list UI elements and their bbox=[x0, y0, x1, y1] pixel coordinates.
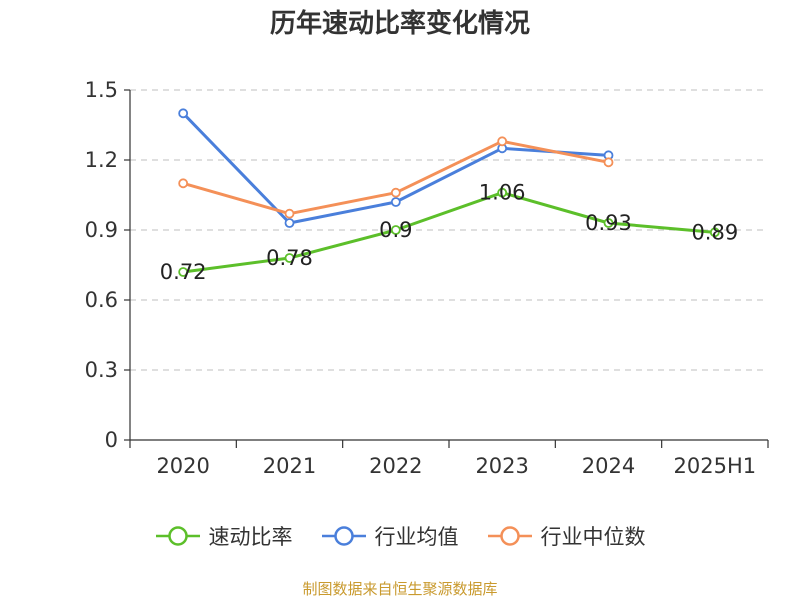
data-label: 1.06 bbox=[479, 181, 526, 205]
legend-label: 速动比率 bbox=[208, 525, 293, 549]
legend-item[interactable]: 速动比率 bbox=[155, 521, 293, 551]
y-tick-label: 0.9 bbox=[85, 218, 118, 242]
legend-circle bbox=[333, 526, 354, 546]
data-point bbox=[497, 187, 508, 198]
data-point bbox=[603, 157, 614, 168]
legend-item[interactable]: 行业中位数 bbox=[487, 521, 646, 551]
source-note: 制图数据来自恒生聚源数据库 bbox=[302, 580, 498, 598]
legend-line-circle-icon bbox=[321, 526, 366, 546]
y-tick-label: 0.6 bbox=[85, 288, 118, 312]
data-point bbox=[284, 208, 295, 219]
data-point bbox=[603, 218, 614, 228]
legend-item[interactable]: 行业均值 bbox=[321, 521, 459, 551]
series-lines bbox=[178, 108, 720, 277]
x-tick-label: 2023 bbox=[475, 454, 528, 478]
series-line bbox=[182, 191, 715, 274]
data-label: 0.93 bbox=[585, 211, 632, 235]
data-point bbox=[178, 267, 189, 277]
y-tick-label: 1.2 bbox=[85, 148, 118, 172]
data-point bbox=[284, 218, 295, 228]
x-tick-label: 2020 bbox=[156, 454, 209, 478]
legend-line-circle-icon bbox=[155, 526, 200, 546]
data-labels: 0.72 0.78 0.9 1.06 0.93 0.89 bbox=[160, 181, 738, 284]
data-label: 0.9 bbox=[379, 218, 412, 242]
data-point bbox=[390, 225, 401, 235]
data-point bbox=[284, 253, 295, 263]
x-tick-label: 2022 bbox=[369, 454, 422, 478]
x-tick-label: 2025H1 bbox=[674, 454, 757, 478]
y-tick-label: 1.5 bbox=[85, 78, 118, 102]
data-point bbox=[497, 136, 508, 147]
x-tick-label: 2021 bbox=[263, 454, 316, 478]
data-point bbox=[390, 187, 401, 198]
legend-circle bbox=[499, 526, 520, 546]
chart-title: 历年速动比率变化情况 bbox=[269, 9, 530, 39]
legend: 速动比率 行业均值 行业中位数 bbox=[0, 518, 800, 554]
legend-circle bbox=[167, 526, 188, 546]
legend-label: 行业均值 bbox=[374, 525, 459, 549]
x-tick-label: 2024 bbox=[582, 454, 635, 478]
axes: 0 0.3 0.6 0.9 1.2 1.5 2020 2021 2022 2023 2024 2025… bbox=[85, 78, 769, 478]
data-point bbox=[709, 227, 720, 238]
grid-lines bbox=[130, 89, 768, 371]
legend-label: 行业中位数 bbox=[540, 525, 646, 549]
data-label: 0.89 bbox=[691, 220, 738, 244]
data-point bbox=[390, 197, 401, 207]
legend-line-circle-icon bbox=[487, 526, 532, 546]
data-label: 0.72 bbox=[160, 260, 207, 284]
data-point bbox=[178, 178, 189, 189]
data-point bbox=[178, 108, 189, 119]
y-tick-label: 0 bbox=[105, 428, 118, 452]
data-label: 0.78 bbox=[266, 246, 313, 270]
y-tick-label: 0.3 bbox=[85, 358, 118, 382]
